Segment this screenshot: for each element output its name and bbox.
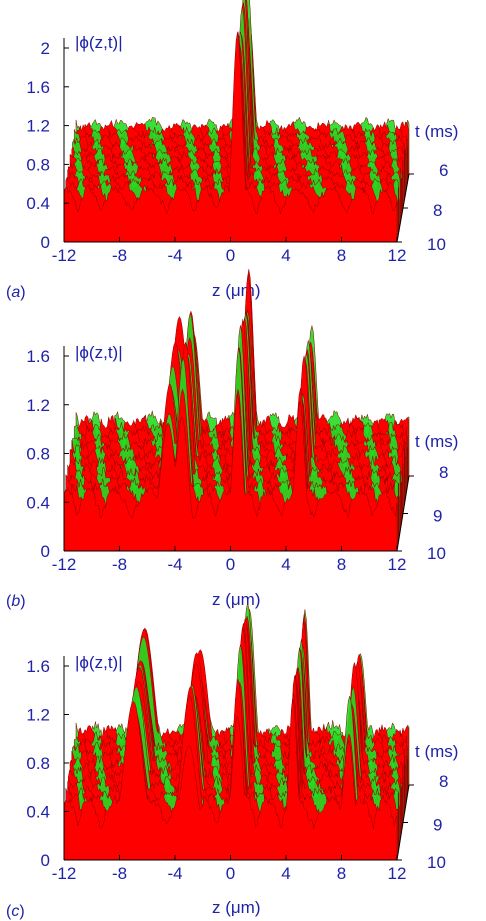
x-tick-label-c-0: -12 [52,864,77,883]
panel-b: -12 -8 -4 0 4 8 12 0 0.4 0.8 1.2 1.6 8 9 10 |ϕ(z,t)| z… [6,269,458,610]
y-tick-label-c-3: 1.2 [26,706,50,725]
t-tick-label-c-1: 9 [433,816,442,835]
x-tick-label-b-4: 4 [281,555,290,574]
panel-label-a: (a) [6,284,26,301]
y-tick-label-b-3: 1.2 [26,396,50,415]
y-tick-label-c-1: 0.4 [26,803,50,822]
t-tick-label-b-0: 8 [439,463,448,482]
surface-plot-c [63,603,410,861]
surface-plot-b [63,269,410,552]
y-tick-label-a-3: 1.2 [26,117,50,136]
y-tick-label-c-4: 1.6 [26,657,50,676]
panel-label-b: (b) [6,593,26,610]
y-tick-label-a-0: 0 [41,233,50,252]
x-tick-label-a-5: 8 [337,246,346,265]
t-tick-label-b-1: 9 [433,507,442,526]
x-tick-label-b-2: -4 [167,555,182,574]
panel-letter-a: a [11,284,20,301]
tlabel-b: t (ms) [415,432,458,451]
xlabel-c: z (μm) [212,898,261,917]
t-tick-label-b-2: 10 [427,544,446,563]
x-tick-label-a-3: 0 [226,246,235,265]
surface-plot-a [63,0,410,243]
zlabel-c: |ϕ(z,t)| [75,653,123,672]
t-tick-label-c-2: 10 [427,853,446,872]
x-tick-label-a-0: -12 [52,246,77,265]
x-tick-label-c-1: -8 [112,864,127,883]
tlabel-a: t (ms) [415,122,458,141]
t-tick-label-a-0: 6 [439,161,448,180]
zlabel-a: |ϕ(z,t)| [75,33,123,52]
y-tick-label-b-2: 0.8 [26,445,50,464]
y-tick-label-a-1: 0.4 [26,194,50,213]
x-tick-label-b-1: -8 [112,555,127,574]
tlabel-c: t (ms) [415,742,458,761]
t-tick-label-a-1: 8 [433,201,442,220]
x-tick-label-c-6: 12 [388,864,407,883]
xlabel-a: z (μm) [212,281,261,300]
y-tick-label-b-0: 0 [41,542,50,561]
axes-b: -12 -8 -4 0 4 8 12 0 0.4 0.8 1.2 1.6 8 9 10 [26,346,448,574]
axes-a: -12 -8 -4 0 4 8 12 0 0.4 0.8 1.2 1.6 2 6 8 10 [26,38,448,265]
x-tick-label-a-1: -8 [112,246,127,265]
x-tick-label-b-0: -12 [52,555,77,574]
y-tick-label-b-1: 0.4 [26,493,50,512]
zlabel-b: |ϕ(z,t)| [75,343,123,362]
x-tick-label-b-5: 8 [337,555,346,574]
y-tick-label-a-2: 0.8 [26,155,50,174]
y-tick-label-b-4: 1.6 [26,347,50,366]
x-tick-label-a-4: 4 [281,246,290,265]
x-tick-label-c-4: 4 [281,864,290,883]
y-tick-label-a-4: 1.6 [26,78,50,97]
panel-label-c: (c) [6,903,25,920]
x-tick-label-a-6: 12 [388,246,407,265]
y-tick-label-c-0: 0 [41,851,50,870]
x-tick-label-b-3: 0 [226,555,235,574]
surface-strip-b-20 [63,394,398,552]
x-tick-label-a-2: -4 [167,246,182,265]
y-tick-label-a-5: 2 [41,39,50,58]
panel-c: -12 -8 -4 0 4 8 12 0 0.4 0.8 1.2 1.6 8 9 10 |ϕ(z,t)| z… [6,603,458,920]
xlabel-b: z (μm) [212,590,261,609]
x-tick-label-c-3: 0 [226,864,235,883]
x-tick-label-c-2: -4 [167,864,182,883]
axes-c: -12 -8 -4 0 4 8 12 0 0.4 0.8 1.2 1.6 8 9 10 [26,656,448,883]
surface-strip-a-20 [63,32,398,243]
y-tick-label-c-2: 0.8 [26,754,50,773]
x-tick-label-b-6: 12 [388,555,407,574]
panel-letter-b: b [11,593,20,610]
t-tick-label-a-2: 10 [427,235,446,254]
surface-strip-c-20 [63,698,398,861]
x-tick-label-c-5: 8 [337,864,346,883]
panel-letter-c: c [11,903,19,920]
t-tick-label-c-0: 8 [439,772,448,791]
